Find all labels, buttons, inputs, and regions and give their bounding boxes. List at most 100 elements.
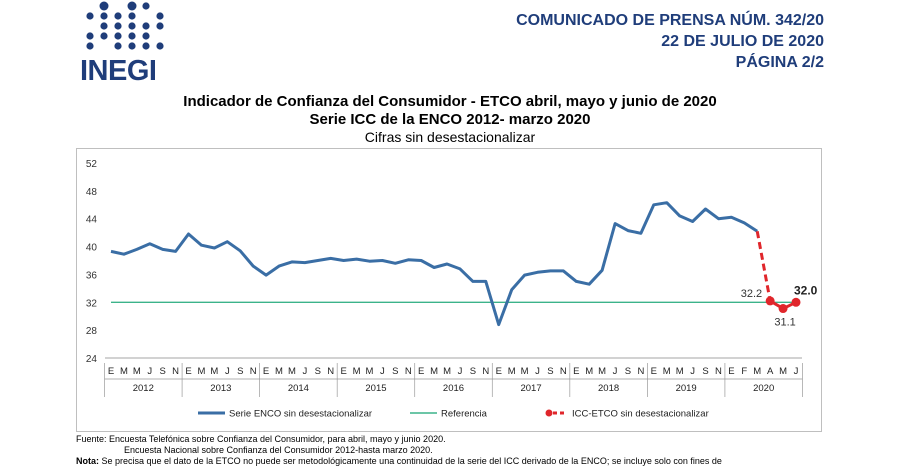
y-tick-label: 44 (86, 215, 98, 226)
month-tick-label: M (753, 366, 761, 377)
month-tick-label: N (250, 366, 257, 377)
month-tick-label: J (535, 366, 540, 377)
logo-dot (100, 32, 108, 40)
etco-data-point (791, 297, 801, 307)
inegi-logo-text: INEGI (80, 55, 157, 87)
month-tick-label: N (715, 366, 722, 377)
logo-dot (114, 32, 122, 40)
month-tick-label: M (133, 366, 141, 377)
month-tick-label: E (340, 366, 346, 377)
inegi-logo: INEGI (80, 0, 170, 87)
y-tick-label: 28 (86, 326, 98, 337)
press-release-date: 22 DE JULIO DE 2020 (661, 33, 824, 50)
month-tick-label: E (573, 366, 579, 377)
logo-dot (128, 22, 136, 30)
year-label: 2016 (443, 383, 464, 394)
month-tick-label: M (430, 366, 438, 377)
month-tick-label: M (120, 366, 128, 377)
month-tick-label: M (198, 366, 206, 377)
y-tick-label: 48 (86, 187, 98, 198)
logo-dot (156, 22, 164, 30)
month-tick-label: E (418, 366, 424, 377)
month-tick-label: N (560, 366, 567, 377)
logo-dot (114, 22, 122, 30)
month-tick-label: M (275, 366, 283, 377)
month-tick-label: S (237, 366, 243, 377)
month-tick-label: A (767, 366, 774, 377)
logo-dot (128, 12, 136, 20)
logo-dot (114, 12, 122, 20)
etco-data-point (765, 296, 775, 306)
month-tick-label: M (443, 366, 451, 377)
month-tick-label: M (598, 366, 606, 377)
y-tick-label: 24 (86, 354, 98, 365)
month-tick-label: M (210, 366, 218, 377)
month-tick-label: J (690, 366, 695, 377)
month-tick-label: E (728, 366, 734, 377)
logo-dot (86, 32, 94, 40)
month-tick-label: S (470, 366, 476, 377)
logo-dot (128, 42, 136, 50)
year-label: 2015 (365, 383, 386, 394)
month-tick-label: M (366, 366, 374, 377)
inegi-logo-dots (86, 1, 164, 50)
logo-dot (100, 22, 108, 30)
press-release-page: PÁGINA 2/2 (735, 54, 824, 71)
month-tick-label: E (496, 366, 502, 377)
press-release-header: COMUNICADO DE PRENSA NÚM. 342/20 22 DE J… (516, 10, 824, 73)
month-tick-label: N (637, 366, 644, 377)
month-tick-label: J (147, 366, 152, 377)
etco-data-point (778, 304, 788, 314)
month-tick-label: S (702, 366, 708, 377)
chart-frame (76, 148, 822, 432)
data-label: 32.0 (794, 283, 818, 297)
logo-dot (142, 42, 150, 50)
month-tick-label: M (288, 366, 296, 377)
month-tick-label: S (392, 366, 398, 377)
source-notes: Fuente: Encuesta Telefónica sobre Confia… (76, 434, 876, 467)
month-tick-label: M (508, 366, 516, 377)
month-tick-label: J (225, 366, 230, 377)
fuente-line-2: Encuesta Nacional sobre Confianza del Co… (124, 445, 433, 455)
data-label: 32.2 (741, 288, 762, 300)
year-label: 2019 (676, 383, 697, 394)
month-tick-label: J (794, 366, 799, 377)
chart-subtitle-2: Cifras sin desestacionalizar (364, 129, 536, 145)
logo-dot (99, 1, 109, 11)
month-tick-label: M (521, 366, 529, 377)
nota-text: Se precisa que el dato de la ETCO no pue… (101, 456, 722, 466)
month-tick-label: J (302, 366, 307, 377)
month-tick-label: S (315, 366, 321, 377)
month-tick-label: S (160, 366, 166, 377)
logo-dot (142, 22, 150, 30)
year-label: 2020 (753, 383, 774, 394)
y-tick-label: 40 (86, 243, 98, 254)
month-tick-label: J (613, 366, 618, 377)
month-tick-label: M (779, 366, 787, 377)
legend-label-reference: Referencia (441, 409, 488, 420)
year-label: 2018 (598, 383, 619, 394)
month-tick-label: S (547, 366, 553, 377)
month-tick-label: J (380, 366, 385, 377)
year-label: 2014 (288, 383, 309, 394)
logo-dot (142, 2, 150, 10)
nota-label: Nota: (76, 456, 99, 466)
month-tick-label: S (625, 366, 631, 377)
logo-dot (142, 32, 150, 40)
month-tick-label: J (458, 366, 463, 377)
press-release-number: COMUNICADO DE PRENSA NÚM. 342/20 (516, 12, 824, 29)
logo-dot (128, 32, 136, 40)
year-label: 2013 (210, 383, 231, 394)
logo-dot (156, 42, 164, 50)
logo-dot (114, 42, 122, 50)
month-tick-label: F (741, 366, 747, 377)
logo-dot (86, 12, 94, 20)
month-tick-label: N (482, 366, 489, 377)
chart-titles: Indicador de Confianza del Consumidor - … (0, 93, 900, 146)
logo-dot (100, 12, 108, 20)
etco-dashed-connector (755, 230, 772, 302)
month-tick-label: M (353, 366, 361, 377)
month-tick-label: E (108, 366, 114, 377)
logo-dot (127, 1, 137, 11)
